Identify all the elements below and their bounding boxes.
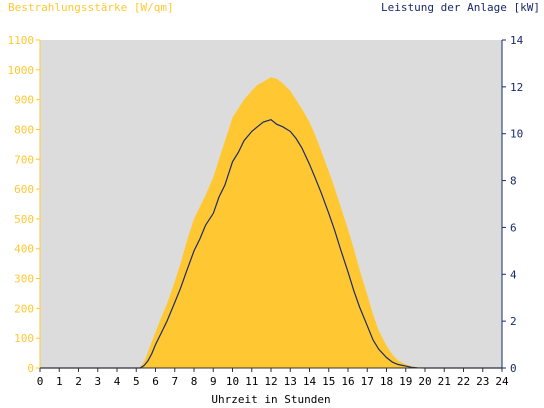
left-tick-label: 900 [14,94,34,107]
x-tick-label: 9 [210,375,217,388]
right-tick-label: 14 [510,34,524,47]
left-tick-label: 600 [14,183,34,196]
power-line-group [40,119,502,369]
right-tick-label: 6 [510,221,517,234]
x-tick-label: 16 [341,375,354,388]
power-line-series [40,119,502,369]
x-tick-label: 20 [418,375,431,388]
tick-group: 0100200300400500600700800900100011000246… [8,34,524,388]
x-tick-label: 0 [37,375,44,388]
right-tick-label: 2 [510,315,517,328]
x-tick-label: 22 [457,375,470,388]
x-tick-label: 15 [322,375,335,388]
right-axis-title: Leistung der Anlage [kW] [381,1,540,14]
x-tick-label: 24 [495,375,509,388]
left-tick-label: 500 [14,213,34,226]
x-tick-label: 1 [56,375,63,388]
irradiance-area-series [40,77,502,369]
x-tick-label: 12 [264,375,277,388]
x-tick-label: 6 [152,375,159,388]
left-tick-label: 400 [14,243,34,256]
left-tick-label: 700 [14,153,34,166]
x-tick-label: 17 [361,375,374,388]
left-tick-label: 100 [14,332,34,345]
x-tick-label: 18 [380,375,393,388]
x-tick-label: 23 [476,375,489,388]
left-tick-label: 1100 [8,34,35,47]
x-tick-label: 19 [399,375,412,388]
left-axis-title: Bestrahlungsstärke [W/qm] [8,1,174,14]
left-tick-label: 800 [14,123,34,136]
x-tick-label: 10 [226,375,239,388]
x-tick-label: 2 [75,375,82,388]
left-tick-label: 200 [14,302,34,315]
right-tick-label: 12 [510,81,523,94]
left-tick-label: 0 [27,362,34,375]
irradiance-area-group [40,77,502,369]
x-axis-title: Uhrzeit in Stunden [211,393,330,406]
right-tick-label: 0 [510,362,517,375]
x-tick-label: 5 [133,375,140,388]
x-tick-label: 4 [114,375,121,388]
left-tick-label: 300 [14,273,34,286]
right-tick-label: 4 [510,268,517,281]
x-tick-label: 8 [191,375,198,388]
x-tick-label: 7 [171,375,178,388]
x-tick-label: 21 [438,375,451,388]
right-tick-label: 10 [510,128,523,141]
x-tick-label: 11 [245,375,258,388]
x-tick-label: 3 [94,375,101,388]
right-tick-label: 8 [510,175,517,188]
left-tick-label: 1000 [8,64,35,77]
x-tick-label: 13 [284,375,297,388]
x-tick-label: 14 [303,375,317,388]
